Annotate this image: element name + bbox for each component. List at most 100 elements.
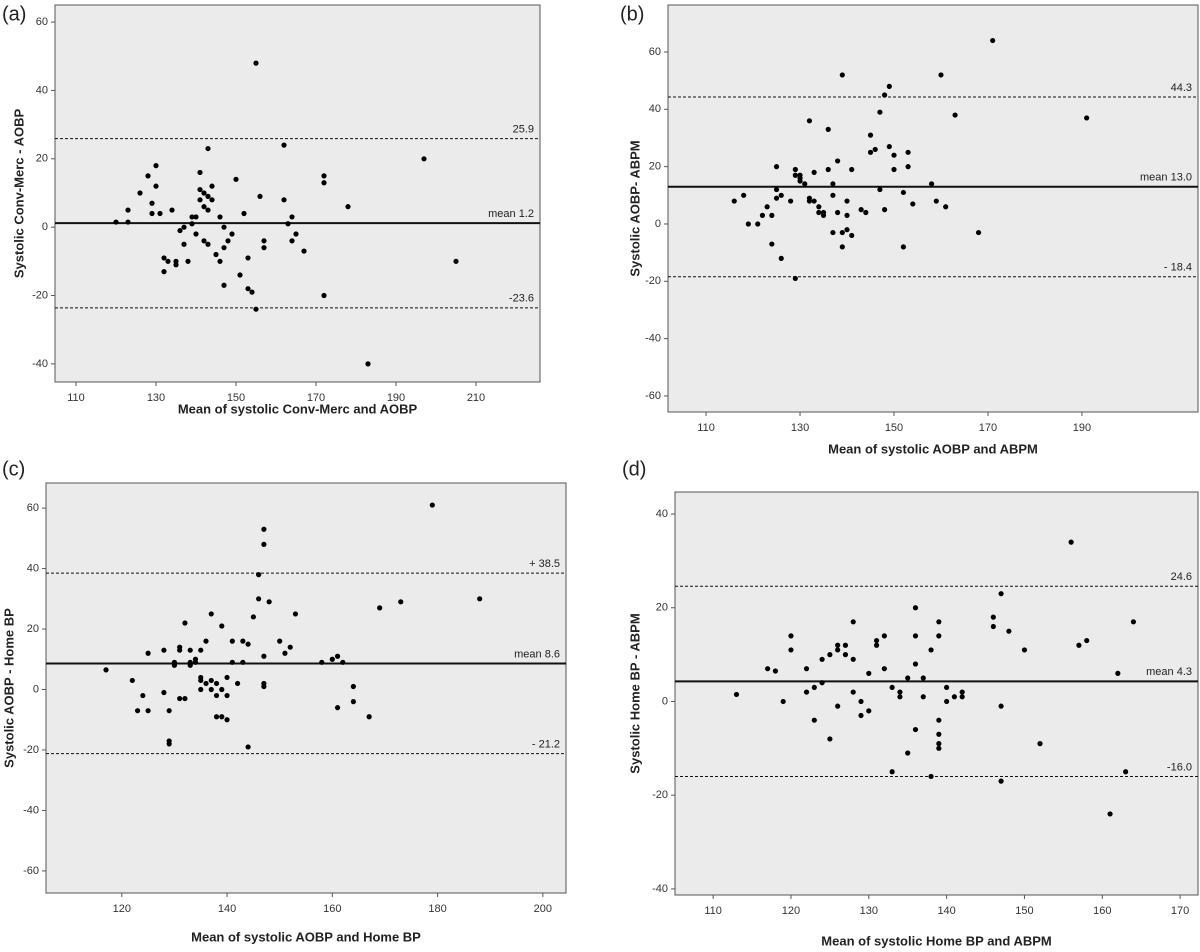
point — [889, 769, 895, 775]
point — [182, 695, 188, 702]
y-tick-label: -40 — [32, 358, 48, 370]
point — [181, 241, 187, 247]
y-tick-label: -60 — [23, 865, 39, 877]
y-tick-label: 0 — [655, 218, 661, 230]
point — [827, 652, 833, 658]
point — [189, 214, 195, 220]
point — [205, 207, 211, 213]
y-tick-label: 20 — [649, 161, 661, 173]
point — [209, 197, 215, 203]
reference-label: + 38.5 — [529, 558, 560, 570]
point — [772, 668, 778, 674]
point — [171, 659, 178, 665]
point — [229, 659, 235, 665]
point — [103, 667, 109, 673]
point — [1084, 115, 1090, 121]
y-tick-label: -20 — [23, 744, 39, 756]
point — [213, 692, 220, 699]
point — [177, 227, 183, 234]
point — [129, 677, 135, 684]
plot-area — [674, 491, 1199, 896]
point — [149, 200, 155, 206]
reference-label: mean 4.3 — [1146, 666, 1192, 678]
point — [250, 614, 256, 620]
point — [797, 172, 803, 178]
point — [477, 596, 483, 602]
point — [224, 674, 230, 681]
point — [900, 189, 906, 196]
y-tick-label: 60 — [649, 46, 661, 58]
point — [321, 173, 327, 179]
point — [197, 169, 203, 176]
x-tick-label: 170 — [307, 392, 325, 404]
point — [1037, 741, 1043, 747]
point — [881, 666, 887, 672]
point — [173, 262, 179, 268]
x-axis-title: Mean of systolic Conv-Merc and AOBP — [178, 401, 418, 416]
point — [125, 219, 131, 225]
point — [177, 647, 183, 653]
point — [788, 198, 794, 204]
point — [193, 214, 199, 220]
reference-label: mean 8.6 — [514, 648, 560, 660]
point — [185, 258, 191, 264]
point — [205, 145, 211, 152]
point — [912, 605, 919, 611]
x-tick-label: 170 — [979, 422, 997, 434]
x-tick-label: 120 — [782, 905, 800, 917]
point — [334, 653, 341, 659]
point — [905, 750, 911, 756]
point — [203, 680, 209, 687]
point — [145, 708, 151, 714]
point — [350, 699, 356, 705]
point — [881, 633, 887, 639]
y-tick-label: 20 — [36, 153, 48, 165]
x-tick-label: 170 — [1171, 905, 1189, 917]
reference-label: mean 1.2 — [488, 208, 534, 220]
point — [201, 190, 207, 196]
point — [816, 209, 822, 216]
point — [229, 231, 235, 237]
point — [802, 181, 808, 187]
plot-area — [54, 4, 541, 383]
point — [208, 611, 214, 617]
point — [928, 181, 935, 187]
point — [936, 745, 942, 751]
reference-label: - 18.4 — [1164, 262, 1192, 274]
reference-label: 24.6 — [1171, 571, 1192, 583]
point — [773, 195, 780, 201]
point — [882, 207, 888, 213]
point — [161, 255, 167, 261]
point — [282, 650, 288, 656]
point — [872, 146, 878, 153]
reference-label: - 21.2 — [532, 739, 560, 751]
x-tick-label: 110 — [697, 422, 715, 434]
point — [266, 599, 272, 605]
point — [886, 143, 892, 150]
point — [241, 210, 247, 217]
point — [866, 708, 872, 714]
point — [140, 692, 146, 699]
x-tick-label: 130 — [147, 392, 165, 404]
point — [920, 694, 926, 700]
y-axis-title: Systolic AOBP - Home BP — [1, 608, 16, 768]
point — [844, 198, 850, 204]
point — [253, 60, 259, 66]
point — [842, 642, 849, 648]
x-tick-label: 130 — [860, 905, 878, 917]
point — [165, 258, 171, 264]
point — [998, 778, 1004, 784]
x-tick-label: 160 — [1093, 905, 1111, 917]
x-tick-label: 110 — [67, 392, 85, 404]
point — [365, 361, 371, 367]
point — [261, 238, 267, 244]
point — [181, 224, 187, 230]
y-tick-label: 60 — [36, 16, 48, 28]
point — [366, 714, 372, 720]
point — [198, 647, 204, 653]
point — [421, 156, 427, 162]
point — [778, 255, 784, 261]
point — [877, 109, 883, 115]
point — [850, 689, 856, 695]
